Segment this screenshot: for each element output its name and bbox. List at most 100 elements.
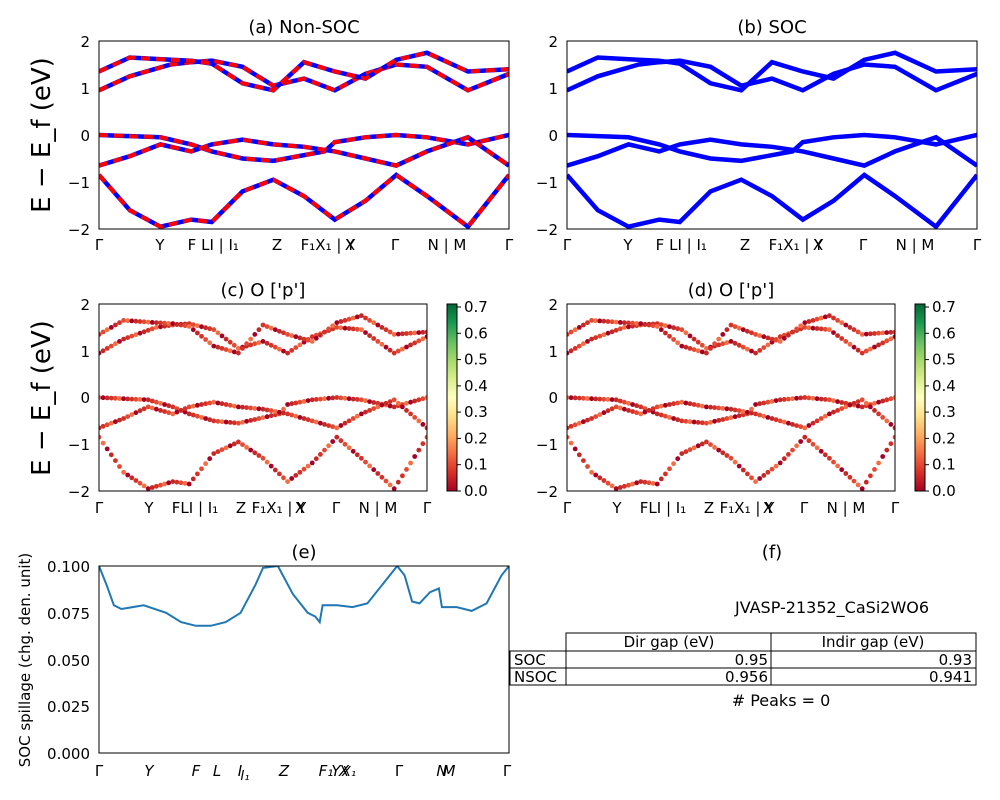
band-point (289, 401, 295, 407)
band-point (104, 327, 110, 333)
band-point (281, 410, 286, 416)
y-tick-label: 2 (548, 296, 558, 314)
band-point (400, 331, 405, 337)
band-point (576, 343, 582, 349)
band-point (309, 334, 315, 340)
band-point (581, 341, 586, 347)
band-point (371, 400, 377, 405)
band-point (827, 455, 832, 461)
band-point (178, 408, 184, 413)
band-point (170, 404, 176, 410)
band-point (330, 323, 336, 329)
band-point (145, 404, 151, 410)
band-point (309, 339, 315, 344)
band-point (121, 336, 126, 342)
band-point (334, 325, 340, 330)
band-point (186, 404, 192, 410)
band-point (416, 447, 422, 453)
band-point (305, 337, 311, 343)
table-cell: SOC (514, 651, 546, 669)
band-point (567, 350, 570, 356)
band-point (769, 416, 775, 421)
band-point (790, 329, 795, 335)
band-point (272, 467, 278, 473)
band-point (137, 480, 143, 486)
panel-e-line (99, 566, 509, 627)
band-point (236, 346, 241, 351)
band-point (174, 321, 180, 327)
band-point (359, 397, 364, 403)
gap-table: Dir gap (eV) Indir gap (eV) SOC 0.95 0.9… (509, 632, 977, 686)
band-row2-ylabel: E − E_f (eV) (27, 320, 57, 476)
band-point (125, 472, 131, 478)
band-point (822, 314, 828, 320)
band-point (638, 321, 644, 326)
x-tick-label: I₁ (240, 769, 249, 784)
band-point (675, 400, 681, 406)
band-point (872, 467, 877, 472)
band-point (568, 348, 574, 354)
band-point (589, 396, 594, 402)
table-cell: NSOC (514, 668, 557, 686)
band-point (281, 475, 286, 481)
band-point (207, 340, 213, 346)
band-point (699, 403, 705, 409)
band-point (868, 404, 873, 410)
x-tick-label: Γ (563, 236, 572, 254)
band-point (215, 400, 221, 406)
band-point (859, 350, 865, 356)
band-point (572, 346, 578, 351)
band-point (215, 344, 221, 350)
band-point (137, 319, 143, 324)
band-point (822, 452, 828, 458)
band-point (622, 325, 627, 330)
band-point (121, 469, 126, 475)
band-point (268, 342, 274, 348)
band-point (818, 416, 824, 421)
band-point (572, 395, 578, 401)
band-line-dashed-3 (99, 135, 509, 168)
band-point (125, 318, 131, 324)
band-point (318, 332, 323, 338)
band-point (589, 416, 594, 421)
band-point (892, 425, 895, 431)
band-point (375, 404, 381, 410)
band-point (876, 330, 881, 336)
band-point (851, 478, 857, 484)
band-point (416, 418, 422, 424)
band-point (745, 471, 750, 477)
band-point (740, 344, 746, 350)
band-point (786, 452, 791, 457)
band-point (704, 404, 709, 410)
band-point (781, 456, 787, 462)
band-point (367, 399, 372, 404)
band-point (260, 415, 266, 420)
band-point (880, 454, 886, 459)
x-tick-label: Z (740, 236, 750, 254)
colorbar-d (914, 303, 926, 492)
band-point (847, 341, 853, 347)
x-tick-label: Γ (95, 236, 104, 254)
colorbar-tick-label: 0.5 (932, 351, 956, 369)
band-point (113, 458, 118, 463)
band-point (786, 420, 791, 426)
band-point (872, 344, 877, 350)
band-point (892, 329, 895, 335)
band-point (794, 443, 799, 449)
band-point (622, 320, 627, 326)
band-point (593, 396, 599, 402)
y-tick-label: 1 (80, 343, 90, 361)
band-point (133, 396, 139, 402)
band-point (383, 327, 389, 333)
band-point (695, 348, 701, 354)
band-point (683, 400, 689, 406)
band-point (260, 406, 266, 412)
band-point (728, 406, 734, 412)
band-point (219, 447, 225, 453)
band-point (158, 408, 163, 413)
band-point (777, 418, 783, 424)
band-point (716, 447, 722, 453)
band-point (305, 417, 311, 423)
band-point (695, 420, 701, 425)
band-point (141, 483, 147, 489)
